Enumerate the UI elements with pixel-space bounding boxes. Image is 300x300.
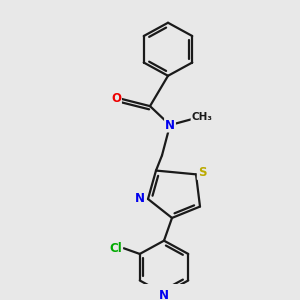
Text: Cl: Cl [110,242,122,255]
Text: S: S [198,166,206,179]
Text: CH₃: CH₃ [191,112,212,122]
Text: N: N [159,289,169,300]
Text: N: N [135,193,145,206]
Text: O: O [111,92,121,105]
Text: N: N [165,118,175,132]
